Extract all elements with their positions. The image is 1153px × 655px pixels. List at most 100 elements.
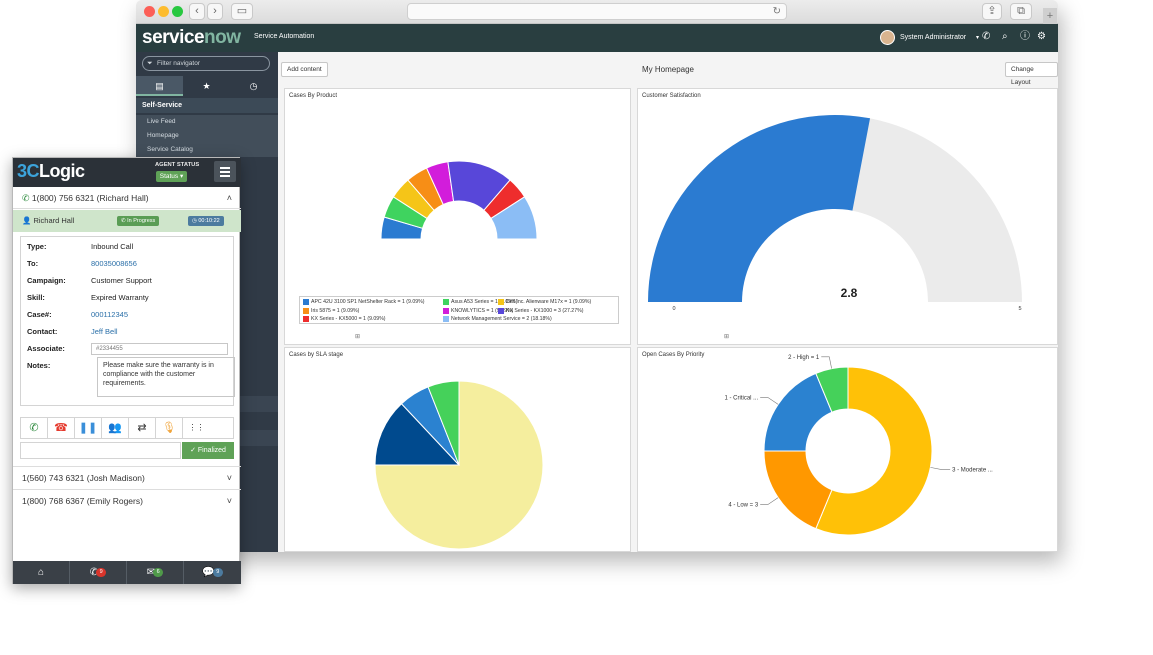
legend-label: KX Series - KX1000 = 3 (27.27%) — [506, 307, 584, 314]
answer-call-icon[interactable]: ✆ — [21, 418, 48, 438]
new-tab-icon[interactable]: + — [1043, 8, 1057, 24]
conference-icon[interactable]: 👥 — [102, 418, 129, 438]
detail-row-skill: Skill: Expired Warranty — [21, 289, 233, 306]
navigator-tabs: ▤ ★ ◷ — [136, 76, 278, 96]
nav-item-homepage[interactable]: Homepage — [136, 129, 278, 143]
nav-item-live-feed[interactable]: Live Feed — [136, 115, 278, 129]
hamburger-menu-icon[interactable] — [214, 161, 236, 182]
agent-status-label: AGENT STATUS — [155, 162, 200, 168]
legend-item[interactable]: KX Series - KX5000 = 1 (9.09%) — [303, 315, 386, 323]
finalized-label: Finalized — [197, 447, 226, 454]
3clogic-header: 3CLogic AGENT STATUS Status ▾ — [13, 158, 241, 187]
search-icon[interactable]: ⌕ — [1002, 31, 1008, 42]
priority-callout-label: 4 - Low = 3 — [728, 502, 759, 508]
add-content-button[interactable]: Add content — [281, 62, 328, 77]
agent-status-dropdown[interactable]: Status ▾ — [156, 171, 187, 182]
sidebar-toggle-icon[interactable]: ▭ — [231, 3, 253, 20]
minimize-window-icon[interactable] — [158, 6, 169, 17]
close-window-icon[interactable] — [144, 6, 155, 17]
home-icon[interactable]: ⌂ — [13, 561, 70, 584]
zoom-window-icon[interactable] — [172, 6, 183, 17]
messages-badge: 6 — [153, 567, 164, 577]
legend-swatch — [498, 299, 504, 305]
cases-by-product-slice-7[interactable] — [490, 196, 538, 240]
call-row-emily-rogers[interactable]: 1(800) 768 6367 (Emily Rogers) ˅ — [13, 489, 241, 512]
filter-navigator-input[interactable]: ⏷ Filter navigator — [142, 56, 270, 71]
legend-swatch — [303, 307, 309, 314]
messages-tab[interactable]: ✉6 — [127, 561, 184, 584]
share-icon[interactable]: ⇪ — [982, 3, 1002, 20]
legend-item[interactable]: Asus A53 Series = 1 (9.09%) — [443, 298, 517, 306]
forward-icon[interactable]: › — [207, 3, 223, 20]
legend-item[interactable]: APC 42U 3100 SP1 NetShelter Rack = 1 (9.… — [303, 298, 424, 306]
help-icon[interactable]: ⓘ — [1020, 31, 1030, 42]
priority-slice-0[interactable] — [815, 366, 933, 536]
change-layout-button[interactable]: Change Layout — [1005, 62, 1058, 86]
filter-icon: ⏷ — [147, 60, 153, 67]
sla-slice-0[interactable] — [374, 380, 544, 550]
expand-icon[interactable]: ⊞ — [724, 334, 730, 340]
legend-label: Iris 5875 = 1 (9.09%) — [311, 307, 360, 314]
nav-section-self-service[interactable]: Self-Service — [136, 98, 278, 113]
to-number-link[interactable]: 80035008656 — [91, 259, 137, 268]
caller-name: Richard Hall — [33, 216, 75, 225]
history-tab-icon[interactable]: ◷ — [249, 81, 258, 91]
hangup-call-icon[interactable]: ☎ — [48, 418, 75, 438]
detail-value: Expired Warranty — [91, 293, 149, 302]
cases-by-sla-chart — [374, 380, 544, 550]
nav-item-service-catalog[interactable]: Service Catalog — [136, 143, 278, 157]
back-icon[interactable]: ‹ — [189, 3, 205, 20]
notes-textarea[interactable]: Please make sure the warranty is in comp… — [97, 357, 235, 397]
legend-item[interactable]: Iris 5875 = 1 (9.09%) — [303, 307, 359, 315]
legend-swatch — [443, 299, 449, 305]
hold-icon[interactable]: ❚❚ — [75, 418, 102, 438]
legend-item[interactable]: Network Management Service = 2 (18.18%) — [443, 315, 552, 323]
user-name: System Administrator — [900, 34, 967, 41]
mute-icon[interactable]: 🎙 — [156, 418, 183, 438]
disposition-input[interactable] — [20, 442, 181, 459]
legend-swatch — [303, 299, 309, 305]
address-bar[interactable]: ↻ — [407, 3, 787, 20]
contact-link[interactable]: Jeff Bell — [91, 327, 118, 336]
finalized-button[interactable]: ✓ Finalized — [182, 442, 234, 459]
active-call-row[interactable]: ✆ 1(800) 756 6321 (Richard Hall) ˄ — [13, 187, 241, 209]
gear-icon[interactable]: ⚙ — [1037, 31, 1046, 42]
sla-slice-1[interactable] — [374, 403, 461, 466]
priority-callout-line — [821, 356, 832, 369]
transfer-icon[interactable]: ⇄ — [129, 418, 156, 438]
chevron-down-icon[interactable]: ˅ — [226, 496, 232, 506]
legend-label: KNOWLYTICS = 1 (9.09%) — [451, 307, 514, 314]
reload-icon[interactable]: ↻ — [772, 6, 781, 17]
call-timer-text: 00:10:22 — [198, 218, 220, 224]
chevron-up-icon[interactable]: ˄ — [226, 193, 232, 203]
all-apps-tab-icon[interactable]: ▤ — [136, 76, 183, 96]
legend-item[interactable]: KX Series - KX1000 = 3 (27.27%) — [498, 307, 583, 315]
call-row-josh-madison[interactable]: 1(560) 743 6321 (Josh Madison) ˅ — [13, 466, 241, 489]
calls-tab[interactable]: ✆9 — [70, 561, 127, 584]
chevron-down-icon[interactable]: ˅ — [226, 473, 232, 483]
legend-item[interactable]: KNOWLYTICS = 1 (9.09%) — [443, 307, 513, 315]
chats-tab[interactable]: 💬9 — [184, 561, 241, 584]
sla-slice-3[interactable] — [427, 380, 460, 466]
tabs-overview-icon[interactable]: ⧉ — [1010, 3, 1032, 20]
case-number-link[interactable]: 000112345 — [91, 310, 128, 319]
customer-satisfaction-gauge: 2.8 0 5 — [648, 115, 1022, 312]
legend-item[interactable]: Dell Inc. Alienware M17x = 1 (9.09%) — [498, 298, 591, 306]
widget-cases-by-sla: Cases by SLA stage — [284, 347, 631, 552]
legend-label: KX Series - KX5000 = 1 (9.09%) — [311, 316, 386, 322]
favorites-tab-icon[interactable]: ★ — [202, 81, 211, 91]
priority-callout-line — [930, 467, 951, 471]
priority-slice-3[interactable] — [815, 366, 849, 413]
envelope-icon: ✉ — [146, 567, 156, 578]
gauge-min-label: 0 — [672, 306, 675, 312]
servicenow-logo[interactable]: servicenow — [142, 27, 241, 49]
legend-label: APC 42U 3100 SP1 NetShelter Rack = 1 (9.… — [311, 299, 425, 305]
homepage-content: Add content My Homepage Change Layout Ca… — [278, 52, 1058, 552]
detail-row-to: To: 80035008656 — [21, 255, 233, 272]
associate-input[interactable]: #2334455 — [91, 343, 228, 355]
call-state-badge: ✆ In Progress — [117, 216, 160, 226]
expand-icon[interactable]: ⊞ — [355, 334, 361, 340]
servicenow-header: servicenow Service Automation System Adm… — [136, 24, 1058, 52]
phone-icon[interactable]: ✆ — [982, 31, 991, 42]
dialpad-icon[interactable]: ⋮⋮ — [188, 423, 205, 432]
